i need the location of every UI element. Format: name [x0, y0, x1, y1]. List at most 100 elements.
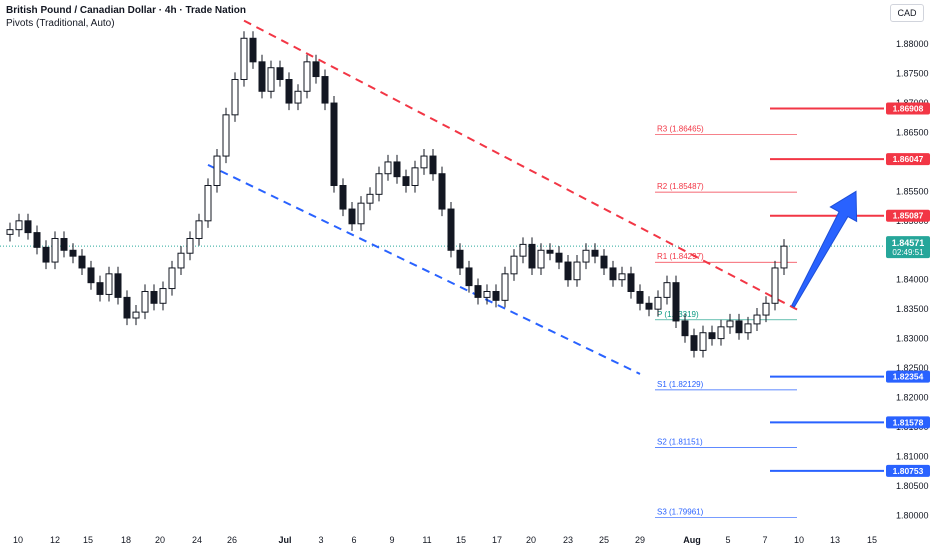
candle — [555, 246, 563, 270]
x-tick-label: 15 — [867, 535, 877, 545]
candle-body — [357, 202, 365, 225]
candle-body — [780, 245, 788, 269]
candle-body — [546, 249, 554, 254]
candle — [600, 249, 608, 276]
candle-body — [402, 176, 410, 187]
candle-body — [609, 267, 617, 281]
candle — [330, 95, 338, 193]
candle — [186, 231, 194, 261]
candle — [717, 319, 725, 346]
candle — [15, 213, 23, 237]
candle — [672, 275, 680, 329]
candle-body — [168, 267, 176, 290]
candle — [141, 284, 149, 320]
candle-body — [582, 249, 590, 263]
support-level-value: 1.81578 — [893, 417, 924, 427]
support-level-badge — [886, 416, 930, 429]
candle-body — [681, 320, 689, 337]
candle — [78, 249, 86, 276]
y-tick-label: 1.82500 — [896, 363, 929, 373]
candle — [681, 313, 689, 343]
candle-body — [384, 161, 392, 175]
chart-header: British Pound / Canadian Dollar · 4h · T… — [6, 4, 246, 30]
resistance-level-value: 1.86908 — [893, 103, 924, 113]
x-tick-label: 3 — [318, 535, 323, 545]
candle-body — [24, 220, 32, 234]
x-tick-label: 25 — [599, 535, 609, 545]
candle — [204, 178, 212, 228]
candle — [114, 266, 122, 305]
x-tick-label: 11 — [422, 535, 431, 545]
candle-body — [672, 282, 680, 322]
price-scale — [884, 0, 932, 550]
candle-body — [213, 155, 221, 187]
candle-body — [60, 238, 68, 251]
candle-body — [708, 332, 716, 340]
x-tick-label: Jul — [278, 535, 291, 545]
candle — [231, 72, 239, 122]
candle-body — [348, 208, 356, 225]
candle-body — [627, 273, 635, 293]
x-tick-label: 10 — [13, 535, 23, 545]
indicator-title: Pivots (Traditional, Auto) — [6, 18, 115, 29]
candle — [159, 281, 167, 311]
pivot-label: R2 (1.85487) — [657, 182, 704, 191]
candle — [60, 231, 68, 258]
candle-body — [150, 291, 158, 304]
candle — [438, 166, 446, 217]
candle-body — [141, 291, 149, 313]
candle — [177, 246, 185, 276]
support-level-badge — [886, 464, 930, 477]
x-tick-label: 23 — [563, 535, 573, 545]
x-tick-label: 26 — [227, 535, 237, 545]
candle — [456, 243, 464, 276]
candle-body — [744, 323, 752, 334]
candle — [285, 72, 293, 111]
candle — [123, 290, 131, 326]
candle — [654, 290, 662, 317]
candle-body — [312, 61, 320, 78]
candle — [636, 284, 644, 311]
candle-body — [735, 320, 743, 334]
candle — [258, 54, 266, 99]
candle — [465, 260, 473, 293]
candle — [105, 266, 113, 302]
candle-body — [294, 90, 302, 104]
candle — [96, 275, 104, 302]
candle-body — [33, 232, 41, 248]
candle-body — [123, 296, 131, 319]
y-tick-label: 1.82000 — [896, 393, 929, 403]
support-level-value: 1.80753 — [893, 466, 924, 476]
current-price-value: 1.84571 — [892, 238, 925, 248]
resistance-level-badge — [886, 102, 930, 115]
candle-body — [204, 185, 212, 222]
x-tick-label: Aug — [683, 535, 701, 545]
candle — [294, 84, 302, 111]
candle — [249, 31, 257, 69]
x-tick-label: 29 — [635, 535, 645, 545]
candle-body — [6, 229, 14, 235]
candle-body — [249, 37, 257, 63]
pivot-label: R1 (1.84297) — [657, 252, 704, 261]
currency-button[interactable]: CAD — [890, 4, 924, 22]
candle — [510, 249, 518, 281]
candle — [411, 160, 419, 193]
candle-body — [240, 37, 248, 80]
resistance-level-badge — [886, 209, 930, 222]
candle-body — [591, 249, 599, 257]
x-tick-label: 24 — [192, 535, 202, 545]
x-tick-label: 15 — [456, 535, 466, 545]
candle — [42, 240, 50, 270]
candle — [51, 231, 59, 270]
x-tick-label: 20 — [526, 535, 536, 545]
candle-body — [447, 208, 455, 251]
x-tick-label: 15 — [83, 535, 93, 545]
candle — [393, 154, 401, 184]
candle-body — [105, 273, 113, 295]
y-tick-label: 1.81000 — [896, 451, 929, 461]
candle — [519, 237, 527, 264]
candle-body — [564, 261, 572, 281]
candle — [168, 260, 176, 296]
y-tick-label: 1.83000 — [896, 334, 929, 344]
